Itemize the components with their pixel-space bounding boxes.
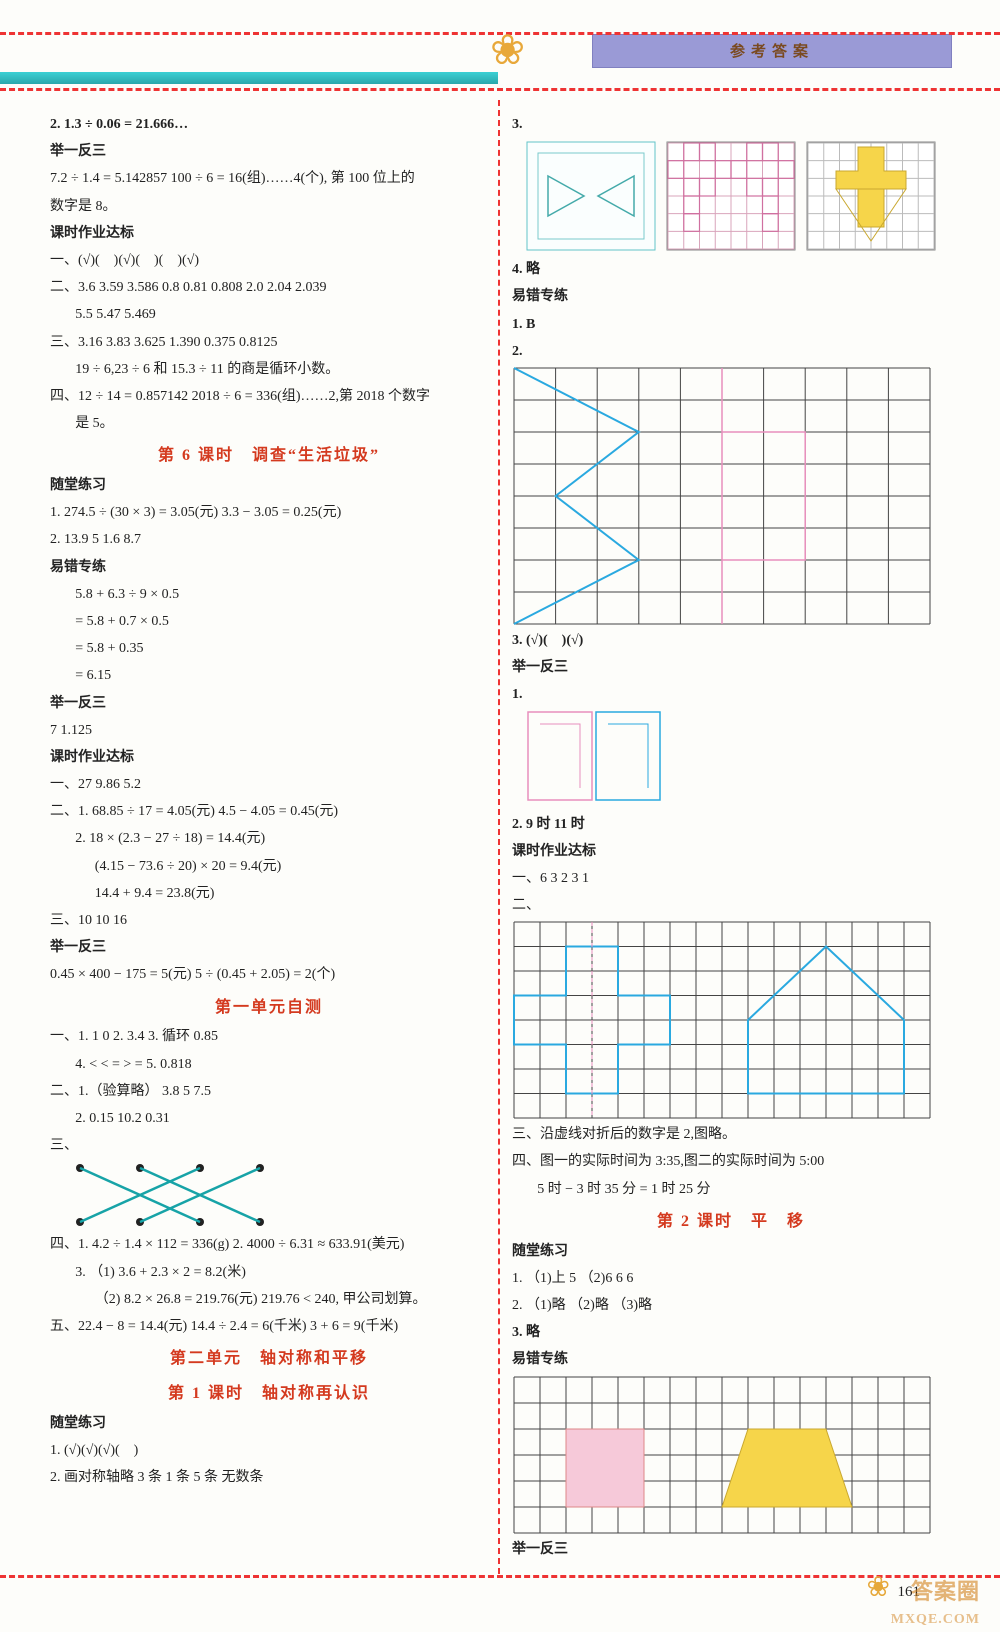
text: 0.45 × 400 − 175 = 5(元) 5 ÷ (0.45 + 2.05… (50, 962, 488, 987)
heading-jyfs: 举一反三 (50, 139, 488, 164)
text: 3. (√)( )(√) (512, 628, 950, 653)
text: 2. 9 时 11 时 (512, 812, 950, 837)
heading-kszydb: 课时作业达标 (50, 745, 488, 770)
text: 7 1.125 (50, 718, 488, 743)
text: 三、3.16 3.83 3.625 1.390 0.375 0.8125 (50, 330, 488, 355)
header-title: 参考答案 (592, 34, 952, 68)
text: 四、图一的实际时间为 3:35,图二的实际时间为 5:00 (512, 1149, 950, 1174)
thumbnails-row (526, 141, 950, 251)
heading-yczl: 易错专练 (512, 1347, 950, 1372)
text: 5.5 5.47 5.469 (50, 302, 488, 327)
text: 三、10 10 16 (50, 908, 488, 933)
heading-kszydb: 课时作业达标 (512, 839, 950, 864)
watermark-url: MXQE.COM (891, 1607, 980, 1632)
text: 一、27 9.86 5.2 (50, 772, 488, 797)
heading-yczl: 易错专练 (50, 555, 488, 580)
heading-stlx: 随堂练习 (50, 473, 488, 498)
text: 19 ÷ 6,23 ÷ 6 和 15.3 ÷ 11 的商是循环小数。 (50, 357, 488, 382)
text: 1. (√)(√)(√)( ) (50, 1438, 488, 1463)
text: （2) 8.2 × 26.8 = 219.76(元) 219.76 < 240,… (50, 1287, 488, 1312)
vertical-dash (498, 100, 500, 1574)
thumb-1 (526, 141, 656, 251)
unit-test-title: 第一单元自测 (50, 994, 488, 1023)
text: 2. 0.15 10.2 0.31 (50, 1106, 488, 1131)
grid-figure-1 (512, 366, 932, 626)
text: 二、 (512, 893, 950, 918)
text: 一、1. 1 0 2. 3.4 3. 循环 0.85 (50, 1024, 488, 1049)
heading-yczl: 易错专练 (512, 284, 950, 309)
text: 3. （1) 3.6 + 2.3 × 2 = 8.2(米) (50, 1260, 488, 1285)
text: 一、6 3 2 3 1 (512, 866, 950, 891)
grid-figure-2 (512, 920, 932, 1120)
text: 5.8 + 6.3 ÷ 9 × 0.5 (50, 582, 488, 607)
text: 四、12 ÷ 14 = 0.857142 2018 ÷ 6 = 336(组)……… (50, 384, 488, 409)
text: 1. B (512, 312, 950, 337)
lesson-title-6: 第 6 课时 调查“生活垃圾” (50, 442, 488, 471)
text: 5 时 − 3 时 35 分 = 1 时 25 分 (512, 1177, 950, 1202)
lesson1-title: 第 1 课时 轴对称再认识 (50, 1380, 488, 1409)
heading-jyfs: 举一反三 (512, 655, 950, 680)
small-box (526, 710, 666, 810)
text: = 5.8 + 0.7 × 0.5 (50, 609, 488, 634)
text: 三、沿虚线对折后的数字是 2,图略。 (512, 1122, 950, 1147)
heading-kszydb: 课时作业达标 (50, 221, 488, 246)
text: 二、3.6 3.59 3.586 0.8 0.81 0.808 2.0 2.04… (50, 275, 488, 300)
thumb-2 (666, 141, 796, 251)
heading-jyfs: 举一反三 (512, 1537, 950, 1562)
text: (4.15 − 73.6 ÷ 20) × 20 = 9.4(元) (50, 854, 488, 879)
grid-figure-3 (512, 1375, 932, 1535)
bottom-dash (0, 1575, 1000, 1578)
text: 7.2 ÷ 1.4 = 5.142857 100 ÷ 6 = 16(组)……4(… (50, 166, 488, 191)
text: 3. 略 (512, 1320, 950, 1345)
text: 二、1. 68.85 ÷ 17 = 4.05(元) 4.5 − 4.05 = 0… (50, 799, 488, 824)
text: = 5.8 + 0.35 (50, 636, 488, 661)
text: 2. (512, 339, 950, 364)
text: 2. （1)略 （2)略 （3)略 (512, 1293, 950, 1318)
heading-stlx: 随堂练习 (512, 1239, 950, 1264)
matching-diagram (50, 1160, 280, 1230)
text: 三、 (50, 1133, 488, 1158)
text: 1. （1)上 5 （2)6 6 6 (512, 1266, 950, 1291)
unit2-title: 第二单元 轴对称和平移 (50, 1345, 488, 1374)
text: 1. 274.5 ÷ (30 × 3) = 3.05(元) 3.3 − 3.05… (50, 500, 488, 525)
text: 3. (512, 112, 950, 137)
text: 2. 18 × (2.3 − 27 ÷ 18) = 14.4(元) (50, 826, 488, 851)
text: 2. 13.9 5 1.6 8.7 (50, 527, 488, 552)
pagenum-flower-icon: ❀ (867, 1563, 890, 1613)
text: 四、1. 4.2 ÷ 1.4 × 112 = 336(g) 2. 4000 ÷ … (50, 1232, 488, 1257)
lesson2-title: 第 2 课时 平 移 (512, 1208, 950, 1237)
text: 2. 画对称轴略 3 条 1 条 5 条 无数条 (50, 1465, 488, 1490)
text: 14.4 + 9.4 = 23.8(元) (50, 881, 488, 906)
text: 是 5。 (50, 411, 488, 436)
cyan-strip (0, 72, 498, 84)
text: 2. 1.3 ÷ 0.06 = 21.666… (50, 112, 488, 137)
heading-jyfs: 举一反三 (50, 691, 488, 716)
thumb-3 (806, 141, 936, 251)
flower-icon: ❀ (490, 14, 525, 90)
heading-jyfs: 举一反三 (50, 935, 488, 960)
text: 4. < < = > = 5. 0.818 (50, 1052, 488, 1077)
left-column: 2. 1.3 ÷ 0.06 = 21.666… 举一反三 7.2 ÷ 1.4 =… (50, 110, 488, 1564)
text: 4. 略 (512, 257, 950, 282)
text: 一、(√)( )(√)( )( )(√) (50, 248, 488, 273)
heading-stlx: 随堂练习 (50, 1411, 488, 1436)
text: 五、22.4 − 8 = 14.4(元) 14.4 ÷ 2.4 = 6(千米) … (50, 1314, 488, 1339)
text: 二、1.（验算略） 3.8 5 7.5 (50, 1079, 488, 1104)
text: = 6.15 (50, 663, 488, 688)
text: 数字是 8。 (50, 194, 488, 219)
right-column: 3. 4. 略 易错专练 1. B 2. 3. (√)( )(√) 举一反三 1… (512, 110, 950, 1564)
text: 1. (512, 682, 950, 707)
